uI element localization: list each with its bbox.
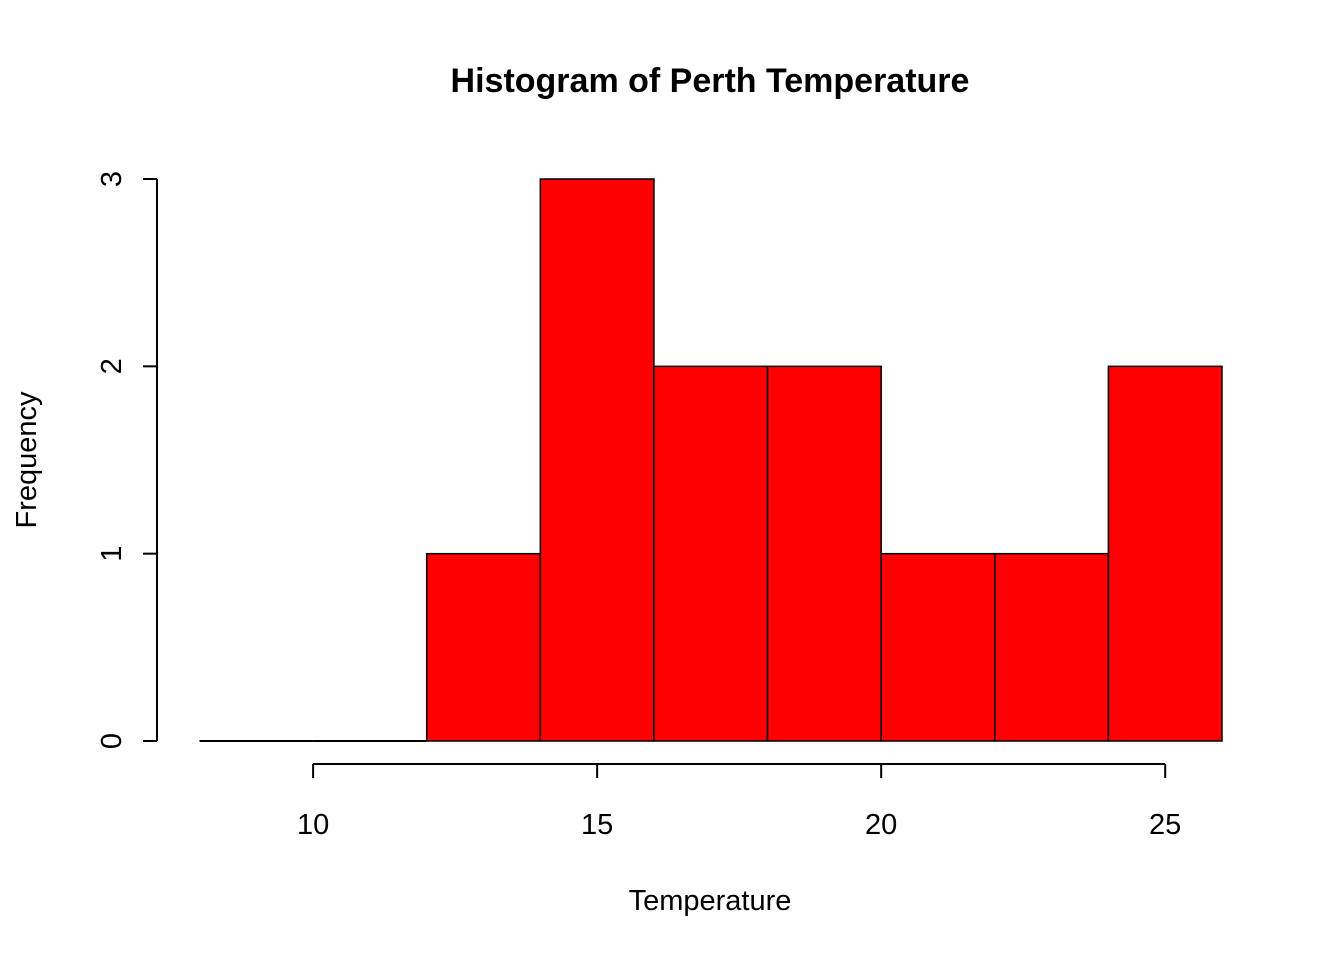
x-axis: 10 15 20 25 [297, 763, 1181, 841]
y-tick-label: 0 [96, 733, 128, 749]
histogram-bar [766, 365, 882, 742]
y-axis: 0 1 2 3 [96, 171, 158, 749]
x-tick-label: 15 [581, 809, 613, 841]
x-axis-label: Temperature [629, 885, 792, 917]
x-tick-label: 10 [297, 809, 329, 841]
y-tick-label: 1 [96, 546, 128, 562]
bars-group [199, 178, 1223, 742]
histogram-bar [425, 552, 542, 742]
x-tick-label: 20 [865, 809, 897, 841]
y-tick-label: 3 [96, 171, 128, 187]
histogram-bar [1107, 365, 1223, 742]
chart-title: Histogram of Perth Temperature [451, 62, 970, 100]
histogram-bar [539, 178, 655, 742]
x-tick-label: 25 [1149, 809, 1181, 841]
y-axis-label: Frequency [11, 391, 43, 529]
y-tick-label: 2 [96, 358, 128, 374]
histogram-bar [653, 365, 769, 742]
histogram-bar [880, 552, 996, 742]
histogram-bar [994, 552, 1110, 742]
